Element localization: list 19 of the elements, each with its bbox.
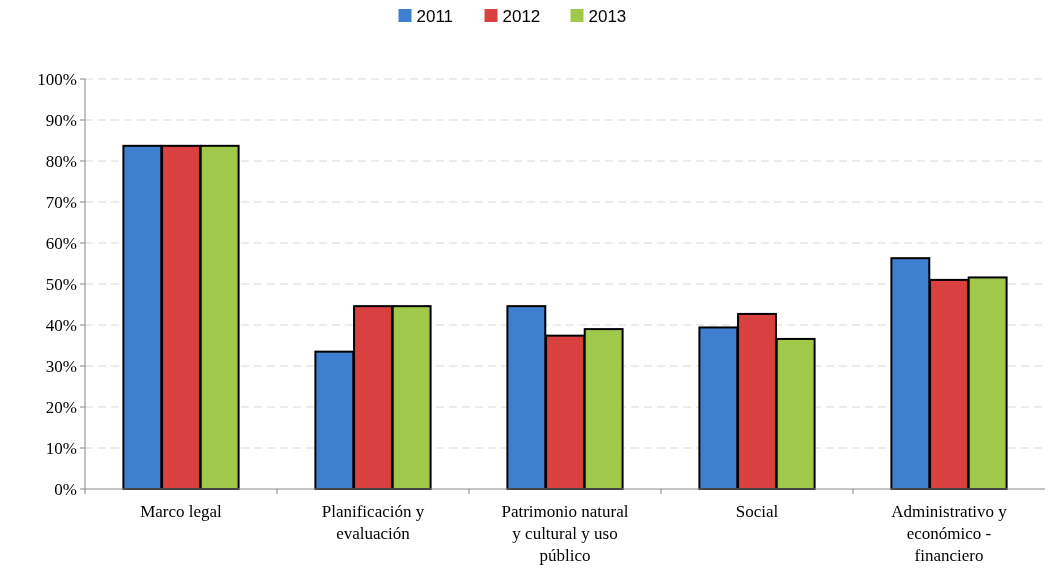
y-tick-label: 40% (45, 315, 77, 335)
x-tick-label: Planificación y evaluación (321, 502, 425, 543)
y-tick-label: 90% (45, 110, 77, 130)
y-tick-label: 50% (45, 274, 77, 294)
legend-label: 2013 (588, 6, 627, 26)
y-tick-label: 0% (54, 479, 77, 499)
y-tick-label: 30% (45, 356, 77, 376)
y-tick-label: 100% (37, 69, 77, 89)
x-tick-label: Patrimonio natural y cultural y uso público (501, 502, 629, 565)
y-tick-label: 60% (45, 233, 77, 253)
legend-label: 2012 (502, 6, 541, 26)
y-tick-label: 70% (45, 192, 77, 212)
y-tick-label: 10% (45, 438, 77, 458)
y-tick-label: 20% (45, 397, 77, 417)
y-tick-label: 80% (45, 151, 77, 171)
x-tick-label: Administrativo y económico - financiero (891, 502, 1008, 565)
x-tick-label: Social (735, 502, 779, 521)
x-tick-label: Marco legal (140, 502, 223, 521)
legend-label: 2011 (416, 6, 454, 26)
